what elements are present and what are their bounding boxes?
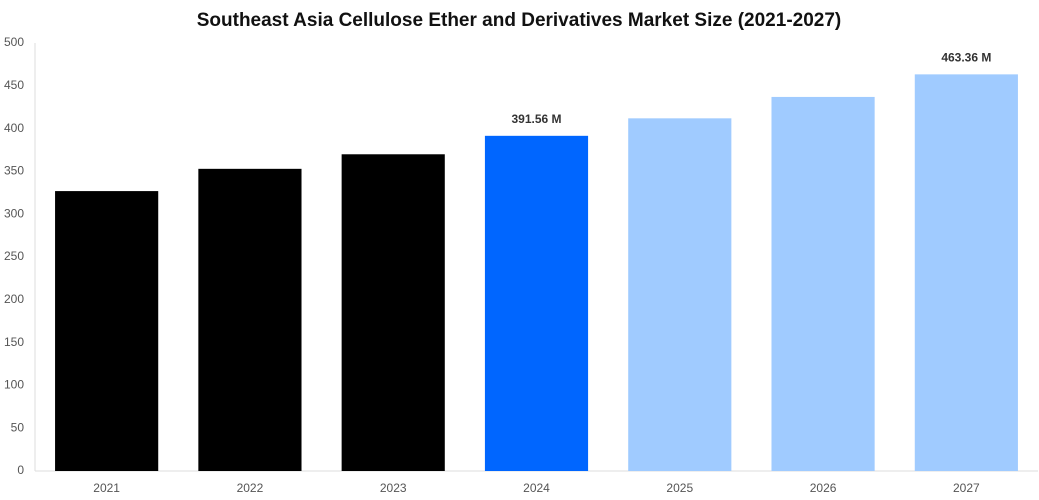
bar [55, 191, 159, 471]
y-tick-label: 0 [17, 463, 24, 477]
y-tick-label: 500 [4, 35, 24, 49]
y-tick-label: 300 [4, 206, 24, 220]
bar [484, 135, 589, 471]
x-tick-label: 2024 [523, 481, 550, 495]
y-tick-label: 400 [4, 121, 24, 135]
x-tick-label: 2023 [380, 481, 407, 495]
x-tick-label: 2025 [666, 481, 693, 495]
chart-title: Southeast Asia Cellulose Ether and Deriv… [197, 10, 842, 31]
value-label: 463.36 M [941, 51, 991, 65]
y-tick-label: 450 [4, 78, 24, 92]
y-tick-label: 350 [4, 164, 24, 178]
bar [771, 96, 875, 471]
y-tick-label: 200 [4, 292, 24, 306]
x-tick-label: 2027 [953, 481, 980, 495]
bar [914, 74, 1018, 472]
value-label: 391.56 M [511, 112, 561, 126]
x-tick-label: 2021 [93, 481, 120, 495]
y-tick-label: 100 [4, 378, 24, 392]
bar [198, 168, 302, 471]
y-tick-label: 250 [4, 249, 24, 263]
bar [628, 118, 732, 471]
bar [341, 154, 445, 471]
x-tick-label: 2022 [237, 481, 264, 495]
y-tick-label: 50 [11, 420, 25, 434]
x-tick-label: 2026 [810, 481, 837, 495]
y-tick-label: 150 [4, 335, 24, 349]
